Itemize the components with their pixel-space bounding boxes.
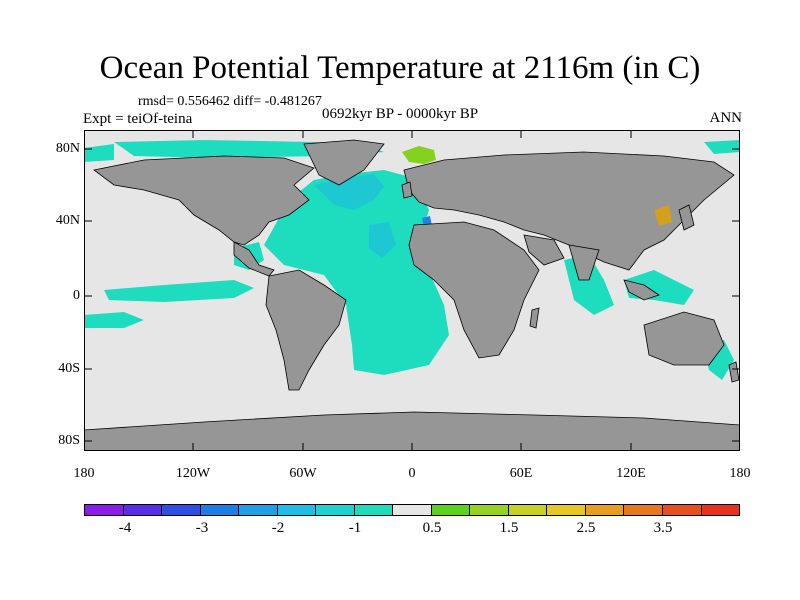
greenland xyxy=(303,139,385,186)
experiment-label: Expt = teiOf-teina xyxy=(83,111,193,127)
legend-swatch xyxy=(162,505,201,515)
legend-swatch xyxy=(85,505,124,515)
world-map xyxy=(84,130,740,451)
season-label: ANN xyxy=(709,110,743,126)
legend-swatch xyxy=(393,505,432,515)
africa xyxy=(408,221,540,359)
legend-swatch xyxy=(316,505,355,515)
legend-swatch xyxy=(547,505,586,515)
british-isles xyxy=(401,181,413,199)
lon-label-180w: 180 xyxy=(73,466,95,481)
lon-label-60e: 60E xyxy=(509,466,533,481)
legend-label: 1.5 xyxy=(499,520,519,536)
australia xyxy=(643,311,725,366)
legend-label: 0.5 xyxy=(422,520,442,536)
map-title: Ocean Potential Temperature at 2116m (in… xyxy=(99,50,701,86)
arctic-east-strip xyxy=(704,140,740,154)
antarctica xyxy=(84,411,740,451)
china-warm-patch xyxy=(654,205,672,226)
north-america xyxy=(93,155,315,246)
legend-label: 3.5 xyxy=(653,520,673,536)
axis-ticks xyxy=(84,130,740,451)
lon-label-0: 0 xyxy=(408,466,416,481)
legend-swatch xyxy=(701,505,740,515)
india xyxy=(568,244,600,281)
japan xyxy=(678,204,695,231)
lon-label-120e: 120E xyxy=(616,466,646,481)
south-america xyxy=(265,269,347,391)
legend-swatch xyxy=(585,505,625,515)
legend-label: -3 xyxy=(195,520,209,536)
legend-label: -1 xyxy=(348,520,362,536)
lon-label-60w: 60W xyxy=(289,466,317,481)
lat-label-80n: 80N xyxy=(55,141,80,156)
legend-swatch xyxy=(624,505,663,515)
eurasia xyxy=(403,151,735,271)
legend-swatch xyxy=(508,505,548,515)
legend-label: -2 xyxy=(271,520,285,536)
arabia xyxy=(523,234,565,266)
atlantic-anomaly xyxy=(264,170,449,375)
legend-swatch xyxy=(123,505,163,515)
legend-swatch xyxy=(662,505,702,515)
lat-label-80s: 80S xyxy=(58,433,80,448)
legend-swatch xyxy=(470,505,509,515)
lat-label-40s: 40S xyxy=(58,361,80,376)
mid-atlantic-patch xyxy=(369,222,396,258)
lat-label-0: 0 xyxy=(73,288,80,303)
stats-label: rmsd= 0.556462 diff= -0.481267 xyxy=(138,94,322,109)
legend-label: 2.5 xyxy=(576,520,596,536)
madagascar xyxy=(529,307,540,329)
pacific-equatorial-patch xyxy=(104,280,254,302)
lon-label-120w: 120W xyxy=(175,466,211,481)
legend-swatch xyxy=(200,505,240,515)
barents-warm-patch xyxy=(402,146,436,164)
period-label: 0692kyr BP - 0000kyr BP xyxy=(322,106,479,122)
south-atlantic-patch xyxy=(84,312,144,328)
lon-label-180e: 180 xyxy=(729,466,751,481)
color-legend xyxy=(84,504,740,516)
north-atlantic-patch xyxy=(314,174,384,210)
legend-label: -4 xyxy=(118,520,132,536)
southeast-asia-islands xyxy=(623,279,660,301)
legend-swatch xyxy=(277,505,317,515)
legend-swatch xyxy=(431,505,471,515)
lat-label-40n: 40N xyxy=(55,213,80,228)
central-america xyxy=(233,241,275,277)
legend-swatch xyxy=(354,505,394,515)
landmasses xyxy=(84,139,740,451)
legend-swatch xyxy=(239,505,278,515)
